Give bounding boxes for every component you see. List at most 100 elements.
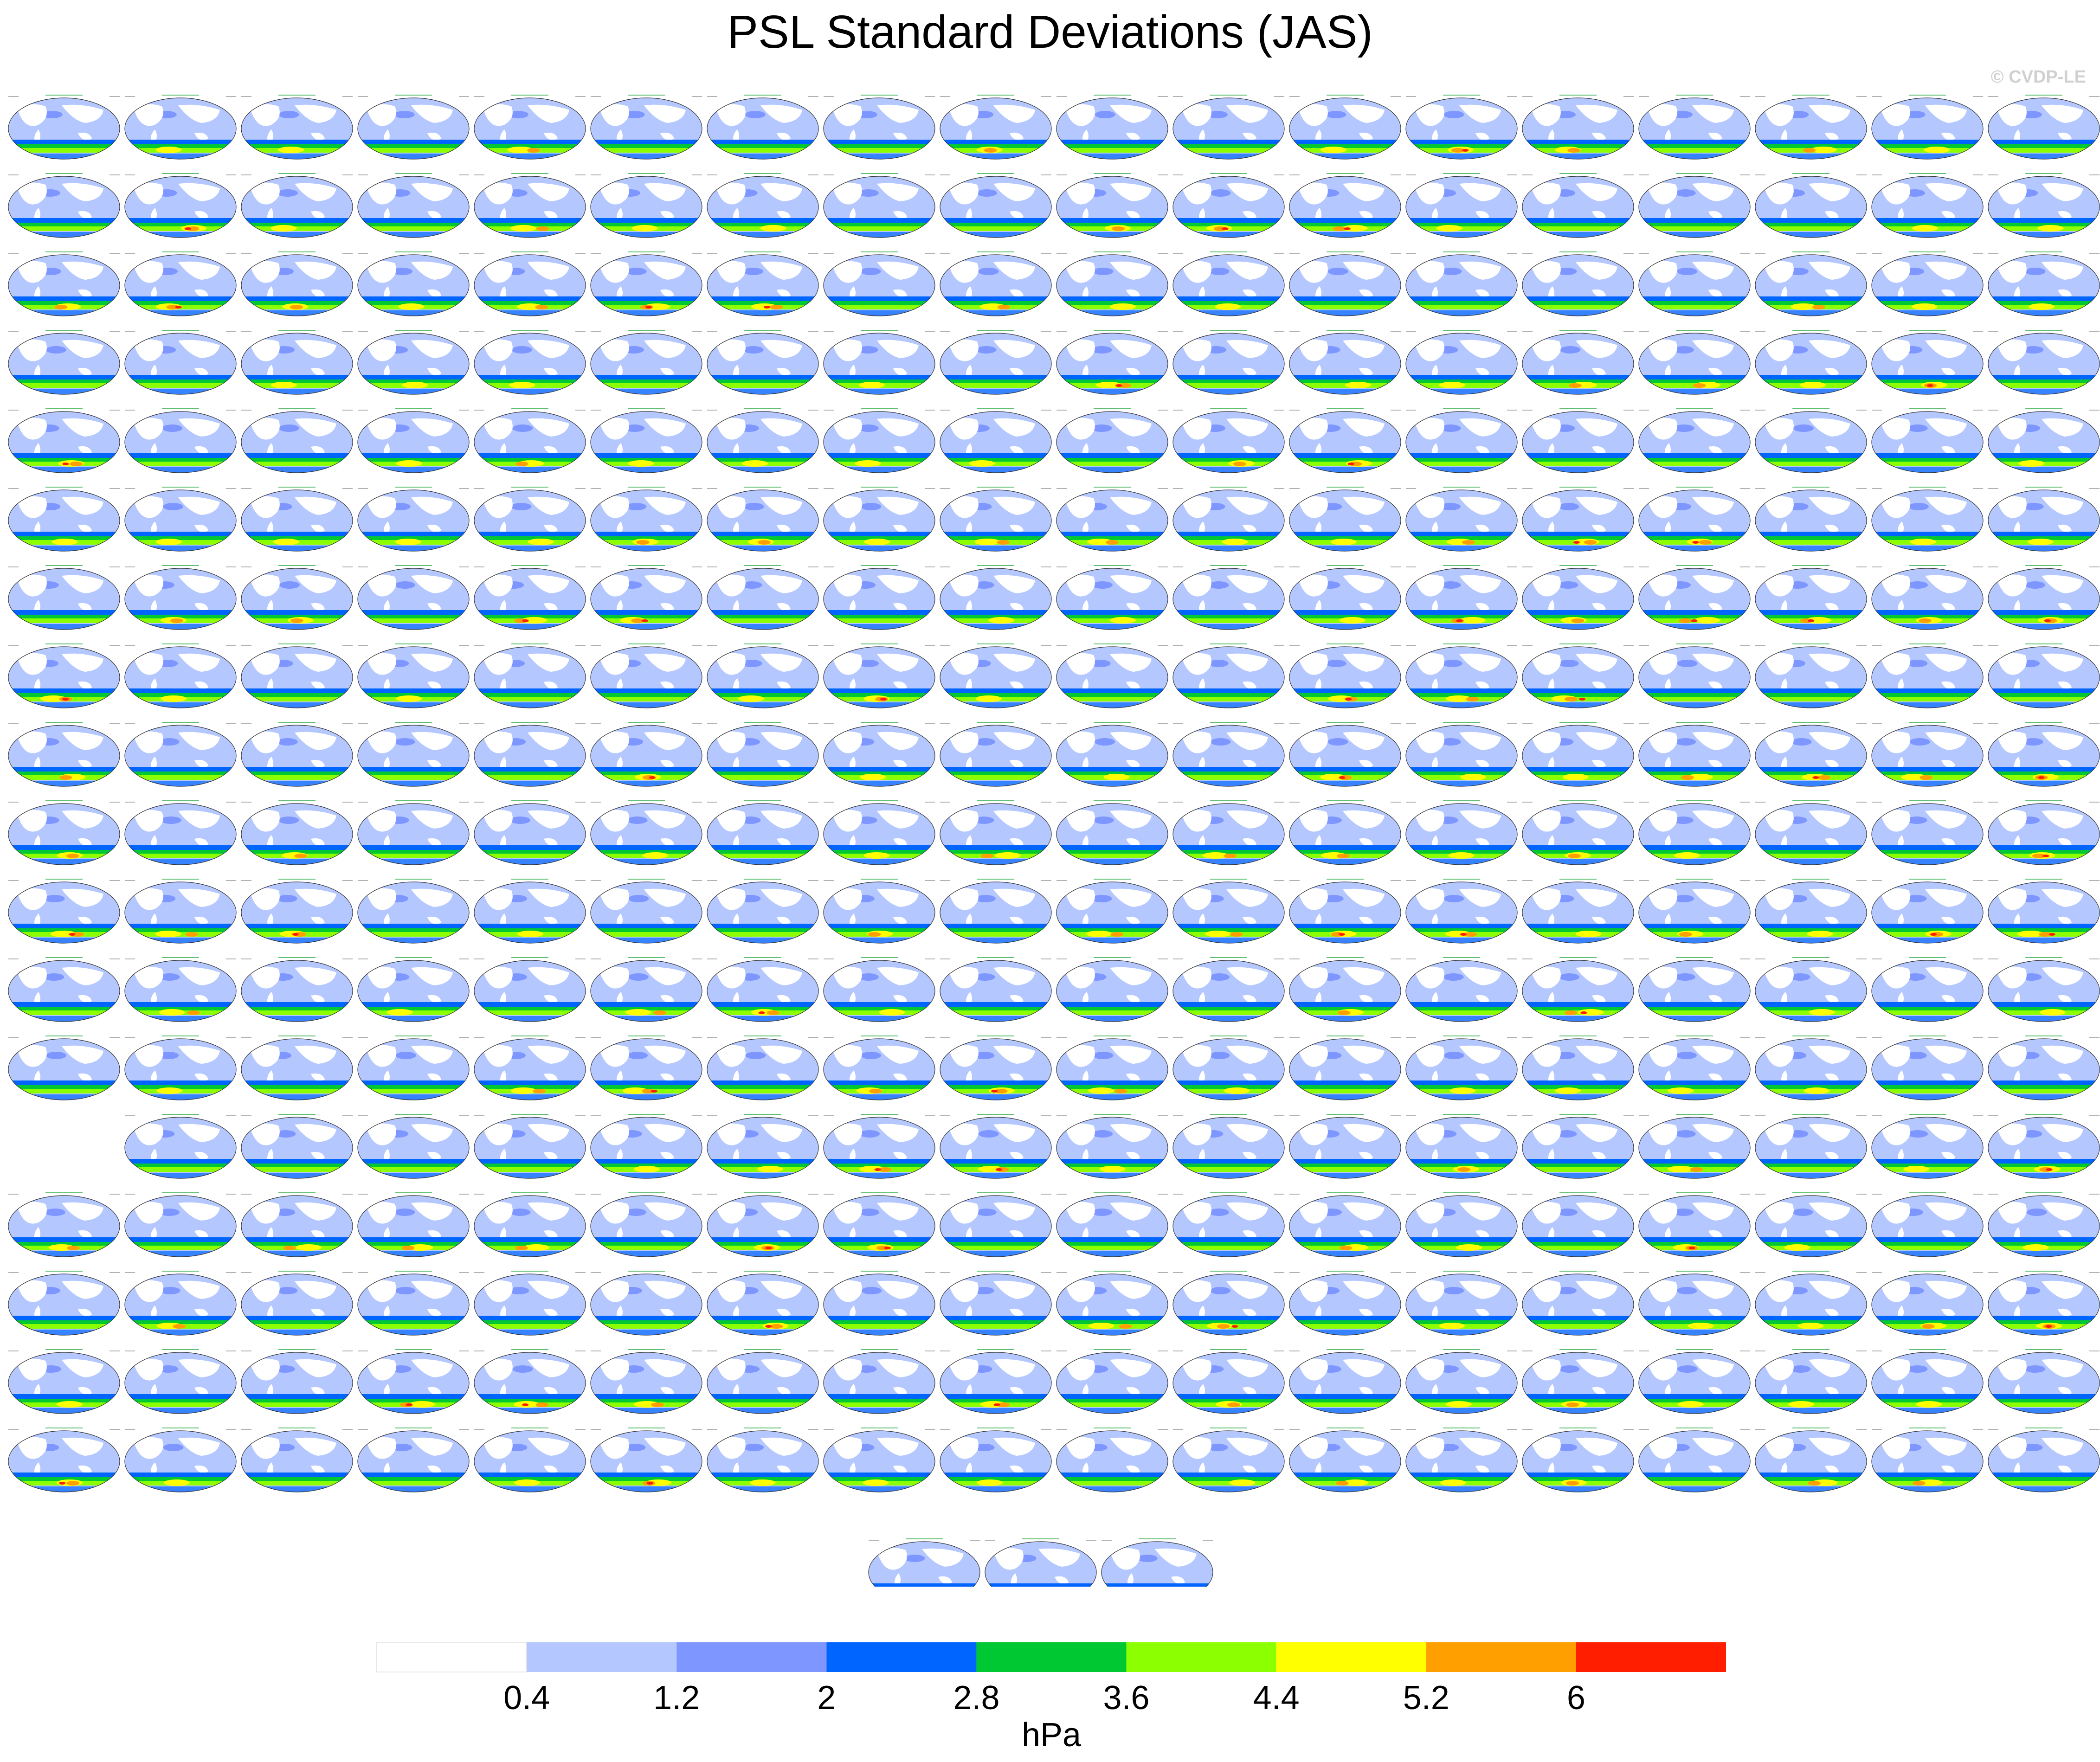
land-mass [1066, 496, 1095, 518]
land-mass [134, 810, 163, 832]
land-mass [1182, 574, 1211, 597]
land-mass [483, 731, 513, 753]
map-panel [1755, 330, 1867, 395]
map-outline [1289, 97, 1401, 160]
map-outline [474, 646, 586, 708]
land-mass [251, 1123, 280, 1145]
map-outline [1638, 568, 1751, 630]
map-outline [8, 97, 120, 160]
map-outline [1405, 97, 1518, 160]
map-outline [707, 411, 819, 473]
map-panel [8, 879, 120, 944]
map-panel [474, 800, 586, 865]
land-mass [833, 496, 862, 518]
map-outline [8, 489, 120, 552]
map-panel [124, 173, 237, 238]
land-mass [949, 966, 979, 989]
land-mass [483, 339, 513, 361]
map-panel [1638, 800, 1751, 865]
land-mass [1182, 182, 1211, 205]
land-mass [134, 182, 163, 205]
map-panel [707, 1114, 819, 1179]
map-panel [1522, 251, 1634, 316]
land-mass [1066, 653, 1095, 675]
land-mass [949, 104, 979, 126]
map-panel [590, 957, 702, 1022]
map-outline [124, 489, 237, 552]
map-panel [1405, 1035, 1518, 1100]
map-outline [707, 333, 819, 395]
map-panel [1405, 408, 1518, 473]
land-mass [1881, 731, 1910, 753]
map-panel [357, 1428, 470, 1492]
land-mass [833, 418, 862, 440]
map-panel [241, 408, 353, 473]
map-panel [1522, 1035, 1634, 1100]
land-mass [1881, 496, 1910, 518]
map-panel [823, 1349, 935, 1414]
land-mass [134, 1202, 163, 1224]
land-mass [18, 496, 47, 518]
land-mass [1066, 810, 1095, 832]
map-outline [823, 489, 935, 552]
land-mass [1997, 574, 2027, 597]
map-panel [1755, 957, 1867, 1022]
land-mass [18, 1202, 47, 1224]
map-panel [124, 643, 237, 708]
colorbar-box [1426, 1642, 1576, 1672]
map-panel [707, 1271, 819, 1336]
map-panel [124, 1271, 237, 1336]
map-outline [940, 568, 1052, 630]
map-panel [1755, 95, 1867, 160]
map-panel [1988, 1271, 2100, 1336]
map-outline [1871, 1038, 1984, 1100]
map-panel [357, 95, 470, 160]
map-outline [1871, 1117, 1984, 1179]
map-panel [474, 722, 586, 787]
map-outline [590, 333, 702, 395]
map-panel [474, 1428, 586, 1492]
land-mass [251, 731, 280, 753]
land-mass [1066, 888, 1095, 910]
map-outline [124, 1117, 237, 1179]
map-panel [1638, 330, 1751, 395]
land-mass [1997, 810, 2027, 832]
map-panel [1755, 1271, 1867, 1336]
land-mass [1648, 418, 1677, 440]
map-outline [1755, 411, 1867, 473]
map-panel [357, 957, 470, 1022]
map-outline [707, 881, 819, 944]
land-mass [1881, 966, 1910, 989]
land-mass [1532, 966, 1561, 989]
map-outline [474, 411, 586, 473]
map-outline [8, 568, 120, 630]
land-mass [483, 574, 513, 597]
map-outline [1405, 568, 1518, 630]
colorbar-tick-label: 3.6 [1103, 1679, 1150, 1717]
map-outline [357, 881, 470, 944]
map-panel [1871, 487, 1984, 552]
land-mass [1532, 810, 1561, 832]
land-mass [483, 1045, 513, 1067]
land-mass [833, 966, 862, 989]
map-outline [1755, 1117, 1867, 1179]
land-mass [833, 339, 862, 361]
map-outline [1405, 411, 1518, 473]
map-outline [1172, 333, 1285, 395]
map-panel [1522, 408, 1634, 473]
map-panel [1405, 800, 1518, 865]
map-panel [1988, 408, 2100, 473]
colorbar-tick-label: 6 [1567, 1679, 1585, 1717]
map-outline [590, 1038, 702, 1100]
map-outline [124, 568, 237, 630]
map-panel [1871, 251, 1984, 316]
map-outline [823, 960, 935, 1022]
map-outline [124, 254, 237, 316]
land-mass [600, 182, 629, 205]
map-panel [823, 565, 935, 630]
map-outline [823, 333, 935, 395]
map-outline [124, 1195, 237, 1257]
map-outline [590, 176, 702, 238]
map-outline [590, 1117, 702, 1179]
map-outline [1638, 254, 1751, 316]
